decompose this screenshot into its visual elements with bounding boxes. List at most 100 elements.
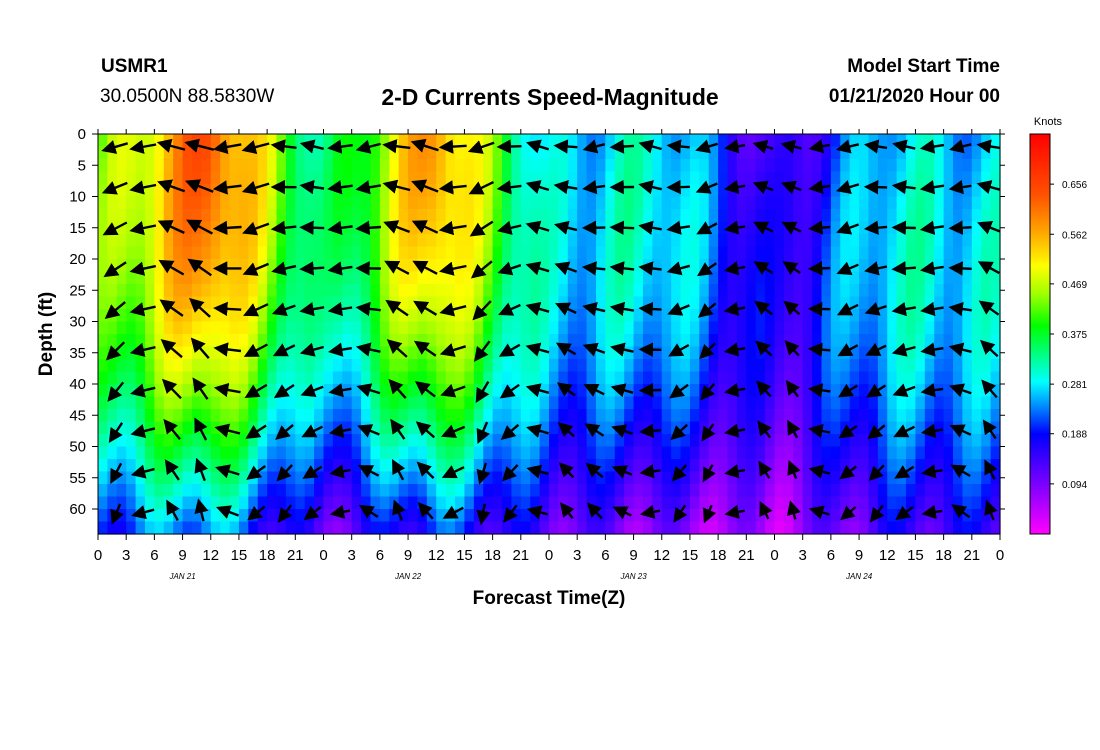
heat-cell: [502, 334, 513, 348]
heat-cell: [285, 321, 296, 335]
heat-cell: [408, 521, 419, 535]
heat-cell: [370, 309, 381, 323]
heat-cell: [332, 171, 343, 185]
current-arrow: [302, 465, 323, 479]
heat-cell: [191, 396, 202, 410]
heat-cell: [257, 521, 268, 535]
heat-cell: [605, 396, 616, 410]
heat-cell: [934, 309, 945, 323]
heat-cell: [483, 484, 494, 498]
heat-cell: [962, 234, 973, 248]
heat-cell: [849, 409, 860, 423]
heat-cell: [990, 221, 1001, 235]
heat-cell: [483, 234, 494, 248]
heat-cell: [868, 334, 879, 348]
heat-cell: [887, 509, 898, 523]
heat-cell: [116, 321, 127, 335]
heat-cell: [323, 296, 334, 310]
heat-cell: [351, 346, 362, 360]
heat-cell: [398, 359, 409, 373]
heat-cell: [379, 259, 390, 273]
current-arrow: [836, 302, 859, 316]
heat-cell: [671, 209, 682, 223]
heat-cell: [755, 359, 766, 373]
current-arrow: [525, 220, 550, 235]
heat-cell: [154, 334, 165, 348]
heat-cell: [567, 359, 578, 373]
current-arrow: [950, 464, 971, 479]
heat-cell: [802, 446, 813, 460]
heat-cell: [859, 509, 870, 523]
heat-cell: [342, 509, 353, 523]
current-arrow: [189, 297, 211, 318]
heat-cell: [379, 434, 390, 448]
heat-cell: [398, 234, 409, 248]
heat-cell: [793, 146, 804, 160]
heat-cell: [248, 521, 259, 535]
heat-cell: [595, 296, 606, 310]
heat-cell: [257, 284, 268, 298]
heat-cell: [426, 309, 437, 323]
heat-cell: [126, 446, 137, 460]
heat-cell: [971, 359, 982, 373]
heat-cell: [802, 334, 813, 348]
heat-cell: [408, 334, 419, 348]
heat-cell: [210, 309, 221, 323]
heat-cell: [502, 234, 513, 248]
heat-cell: [549, 271, 559, 285]
heat-cell: [549, 134, 559, 148]
heat-cell: [201, 496, 212, 510]
heat-cell: [727, 371, 738, 385]
heat-cell: [868, 459, 879, 473]
heat-cell: [549, 284, 559, 298]
heat-cell: [633, 209, 644, 223]
x-tick-label: 21: [512, 547, 529, 564]
current-arrow: [836, 220, 860, 235]
heat-cell: [163, 321, 174, 335]
heat-cell: [191, 321, 202, 335]
heat-cell: [285, 334, 296, 348]
heat-cell: [332, 159, 343, 173]
heat-cell: [765, 434, 776, 448]
heat-cell: [943, 134, 954, 148]
heat-cell: [361, 196, 372, 210]
heat-cell: [605, 134, 616, 148]
heat-cell: [812, 359, 823, 373]
heat-cell: [314, 146, 325, 160]
heat-cell: [652, 271, 663, 285]
heat-cell: [417, 284, 428, 298]
heat-cell: [830, 296, 841, 310]
heat-cell: [201, 434, 212, 448]
heat-cell: [154, 146, 165, 160]
heat-cell: [295, 321, 306, 335]
heat-cell: [351, 409, 362, 423]
heat-cell: [389, 471, 400, 485]
heat-cell: [342, 284, 353, 298]
heat-cell: [727, 171, 738, 185]
heat-cell: [906, 409, 917, 423]
heat-cell: [229, 346, 240, 360]
heat-cell: [511, 209, 522, 223]
heat-cell: [652, 409, 663, 423]
current-arrow: [300, 383, 324, 398]
heat-cell: [191, 434, 202, 448]
heat-cell: [558, 159, 569, 173]
heat-cell: [962, 434, 973, 448]
heat-cell: [943, 271, 954, 285]
heat-cell: [765, 271, 776, 285]
heat-cell: [624, 321, 635, 335]
heat-cell: [840, 159, 851, 173]
heat-cell: [699, 396, 710, 410]
heat-cell: [408, 459, 419, 473]
heat-cell: [98, 171, 108, 185]
heat-cell: [830, 321, 841, 335]
heat-cell: [285, 496, 296, 510]
heat-cell: [332, 246, 343, 260]
heat-cell: [389, 271, 400, 285]
heat-cell: [267, 284, 278, 298]
heat-cell: [614, 434, 625, 448]
current-arrow: [948, 179, 972, 195]
heat-cell: [361, 434, 372, 448]
heat-cell: [342, 471, 353, 485]
heat-cell: [661, 509, 672, 523]
